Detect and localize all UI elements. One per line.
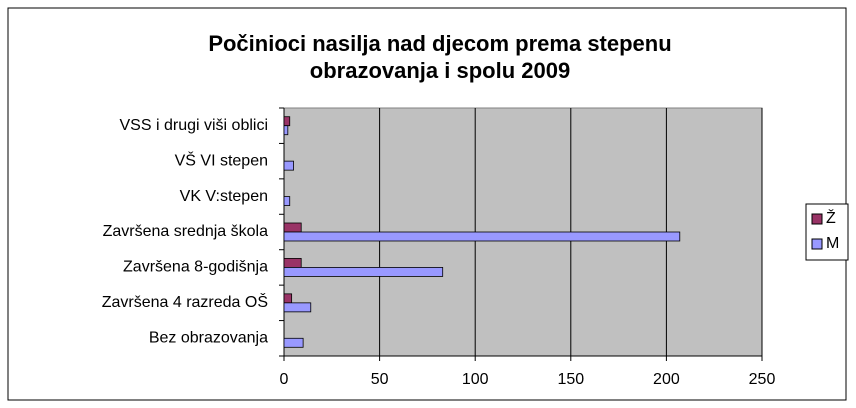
y-tick-label: Bez obrazovanja — [149, 330, 268, 347]
chart-title: Počinioci nasilja nad djecom prema stepe… — [208, 31, 671, 56]
x-tick-label: 0 — [280, 371, 289, 388]
legend-label: Ž — [826, 208, 836, 227]
x-tick-label: 250 — [749, 371, 776, 388]
y-tick-label: VK V:stepen — [180, 188, 268, 205]
bar — [283, 196, 291, 206]
legend-swatch — [811, 238, 823, 250]
x-tick-label: 200 — [653, 371, 680, 388]
bar — [283, 160, 294, 171]
bar — [283, 116, 291, 127]
y-tick-label: Završena srednja škola — [103, 223, 269, 240]
bar — [283, 293, 293, 304]
bar — [283, 125, 289, 136]
legend-box — [805, 203, 849, 261]
x-tick-label: 150 — [557, 371, 584, 388]
chart-title: obrazovanja i spolu 2009 — [310, 58, 570, 83]
bar — [283, 258, 302, 268]
y-tick-label: VŠ VI stepen — [175, 150, 268, 169]
x-tick-label: 50 — [371, 371, 389, 388]
y-tick-label: Završena 4 razreda OŠ — [102, 292, 268, 311]
legend-label: M — [826, 235, 839, 252]
bar — [283, 222, 302, 233]
y-tick-label: VSS i drugi viši oblici — [120, 117, 269, 134]
bar — [283, 231, 681, 242]
bar — [283, 337, 304, 348]
legend-swatch — [811, 213, 823, 225]
bar — [283, 267, 444, 277]
y-tick-label: Završena 8-godišnja — [123, 259, 268, 276]
x-tick-label: 100 — [462, 371, 489, 388]
bar — [283, 302, 312, 313]
